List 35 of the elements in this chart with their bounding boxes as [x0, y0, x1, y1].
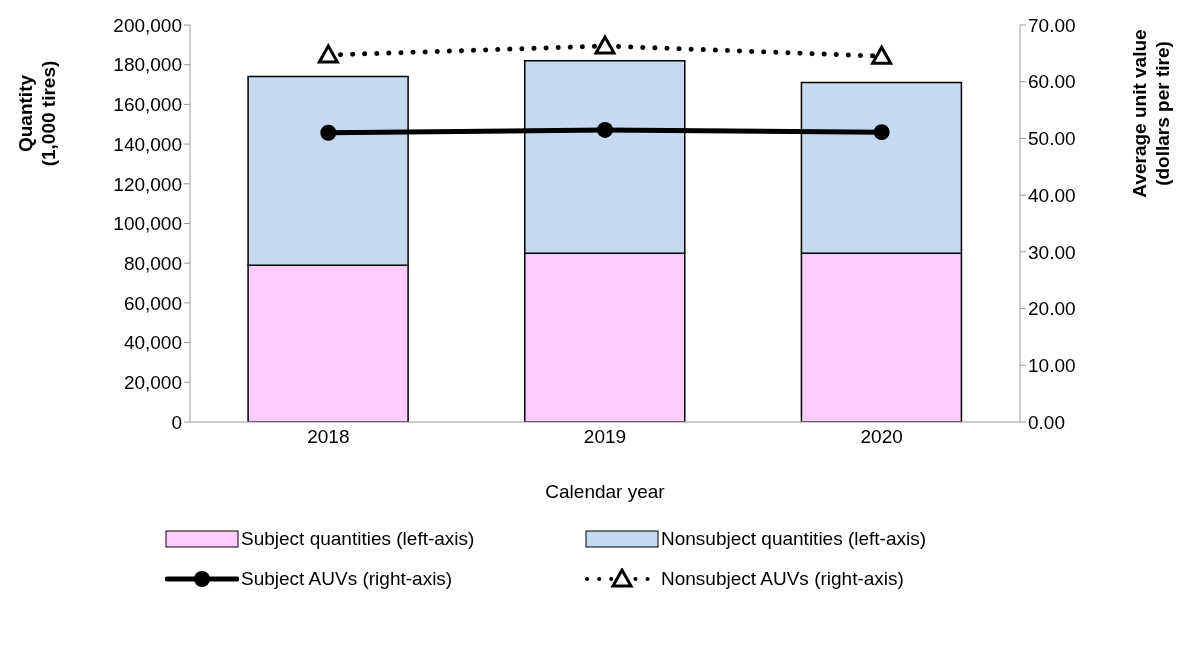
- y2-tick-label: 70.00: [1028, 14, 1076, 36]
- y-tick-label: 140,000: [113, 133, 182, 155]
- y2-tick-label: 60.00: [1028, 71, 1076, 93]
- point: [871, 45, 893, 65]
- point: [594, 35, 616, 55]
- y-tick-label: 200,000: [113, 14, 182, 36]
- x-tick-label: 2020: [860, 426, 903, 448]
- y2-tick-label: 30.00: [1028, 241, 1076, 263]
- y-tick-label: 100,000: [113, 213, 182, 235]
- point: [597, 121, 613, 138]
- legend-label: Subject AUVs (right-axis): [241, 568, 453, 590]
- y-tick-label: 80,000: [123, 252, 182, 274]
- x-tick-label: 2018: [307, 426, 350, 448]
- y-tick-label: 160,000: [113, 94, 182, 116]
- point: [320, 124, 337, 141]
- y-axis-title: Quantity (1,000 tires): [15, 60, 59, 167]
- y2-tick-label: 50.00: [1028, 128, 1076, 150]
- y2-tick-label: 0.00: [1028, 411, 1065, 433]
- y-tick-label: 0: [171, 411, 182, 433]
- point: [317, 44, 339, 64]
- point: [873, 124, 890, 141]
- y-tick-label: 40,000: [123, 332, 182, 354]
- legend-label: Nonsubject AUVs (right-axis): [661, 568, 904, 590]
- y-tick-label: 120,000: [113, 173, 182, 195]
- y2-tick-label: 40.00: [1028, 184, 1076, 206]
- y-tick-label: 20,000: [123, 372, 182, 394]
- x-axis-title: Calendar year: [545, 481, 666, 502]
- y-tick-label: 60,000: [123, 292, 182, 314]
- legend-label: Subject quantities (left-axis): [241, 528, 475, 550]
- legend-label: Nonsubject quantities (left-axis): [661, 528, 927, 550]
- x-tick-label: 2019: [583, 426, 627, 448]
- y2-axis-title: Average unit value (dollars per tire): [1129, 29, 1173, 198]
- y-tick-label: 180,000: [113, 54, 182, 76]
- y2-tick-label: 20.00: [1028, 298, 1076, 320]
- y2-tick-label: 10.00: [1028, 355, 1076, 377]
